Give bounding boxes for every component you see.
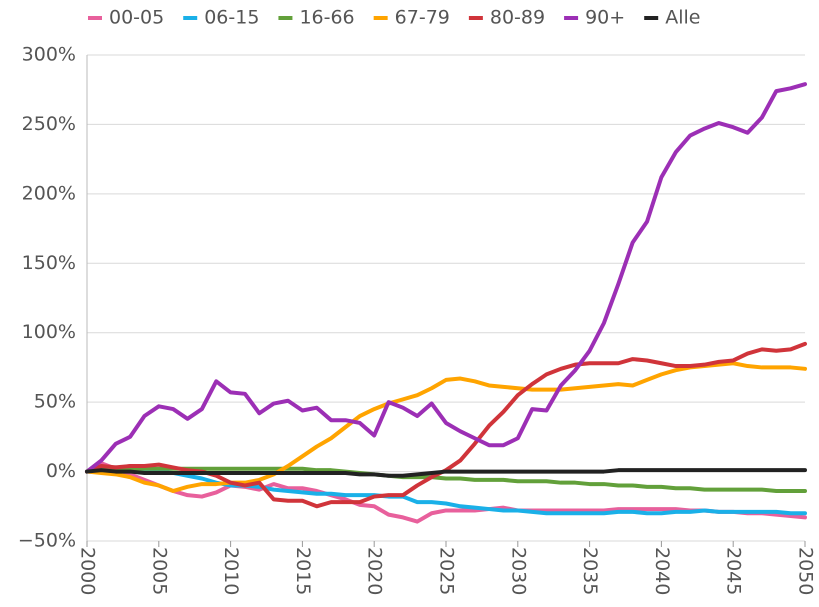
- x-tick-label: 2020: [364, 547, 386, 595]
- x-tick-label: 2035: [579, 547, 601, 595]
- series-line: [85, 361, 807, 494]
- x-tick-label: 2015: [292, 547, 314, 595]
- series-line: [85, 82, 807, 474]
- legend-label: 67-79: [395, 7, 450, 29]
- x-tick-label: 2040: [651, 547, 673, 595]
- x-tick-label: 2045: [723, 547, 745, 595]
- y-tick-label: −50%: [18, 530, 76, 552]
- legend-label: Alle: [665, 7, 700, 29]
- legend-label: 00-05: [109, 7, 164, 29]
- x-tick-label: 2050: [795, 547, 817, 595]
- y-tick-label: 100%: [22, 321, 76, 343]
- y-tick-label: 0%: [46, 460, 76, 482]
- legend-label: 06-15: [204, 7, 259, 29]
- y-tick-label: 300%: [22, 44, 76, 66]
- series-line: [85, 468, 807, 478]
- legend-label: 16-66: [299, 7, 354, 29]
- series-line: [85, 465, 807, 516]
- legend-label: 80-89: [490, 7, 545, 29]
- y-tick-label: 200%: [22, 182, 76, 204]
- x-tick-label: 2025: [436, 547, 458, 595]
- x-tick-label: 2030: [507, 547, 529, 595]
- x-tick-label: 2010: [220, 547, 242, 595]
- x-tick-label: 2000: [77, 547, 99, 595]
- y-tick-label: 50%: [34, 391, 76, 413]
- x-tick-label: 2005: [148, 547, 170, 595]
- legend-label: 90+: [585, 7, 625, 29]
- y-tick-label: 250%: [22, 113, 76, 135]
- y-tick-label: 150%: [22, 252, 76, 274]
- series-line: [85, 466, 807, 494]
